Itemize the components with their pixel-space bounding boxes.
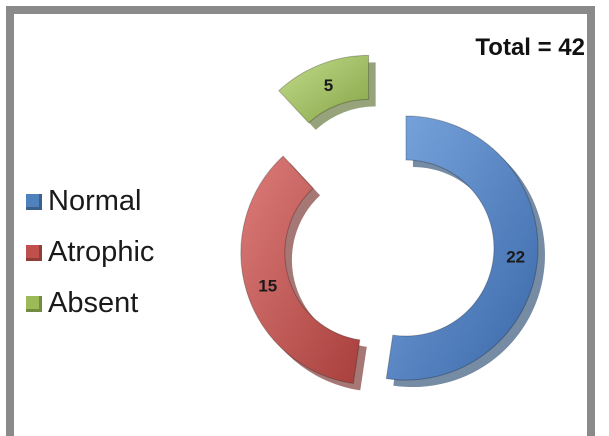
legend-label-absent: Absent <box>48 287 139 319</box>
legend-swatch-normal <box>26 193 42 210</box>
data-label-atrophic: 15 <box>258 276 277 295</box>
slice-absent <box>278 54 370 124</box>
data-label-normal: 22 <box>506 247 525 266</box>
legend-item-absent: Absent <box>26 278 154 329</box>
legend-label-normal: Normal <box>48 185 142 217</box>
slice-atrophic <box>240 155 361 384</box>
legend-label-atrophic: Atrophic <box>48 236 155 268</box>
total-label: Total = 42 <box>475 34 585 61</box>
legend-item-normal: Normal <box>26 176 154 227</box>
data-label-absent: 5 <box>324 76 333 95</box>
legend-item-atrophic: Atrophic <box>26 227 154 278</box>
legend-swatch-absent <box>26 295 42 312</box>
legend: Normal Atrophic Absent <box>26 176 154 329</box>
slice-normal <box>385 115 539 381</box>
legend-swatch-atrophic <box>26 244 42 261</box>
